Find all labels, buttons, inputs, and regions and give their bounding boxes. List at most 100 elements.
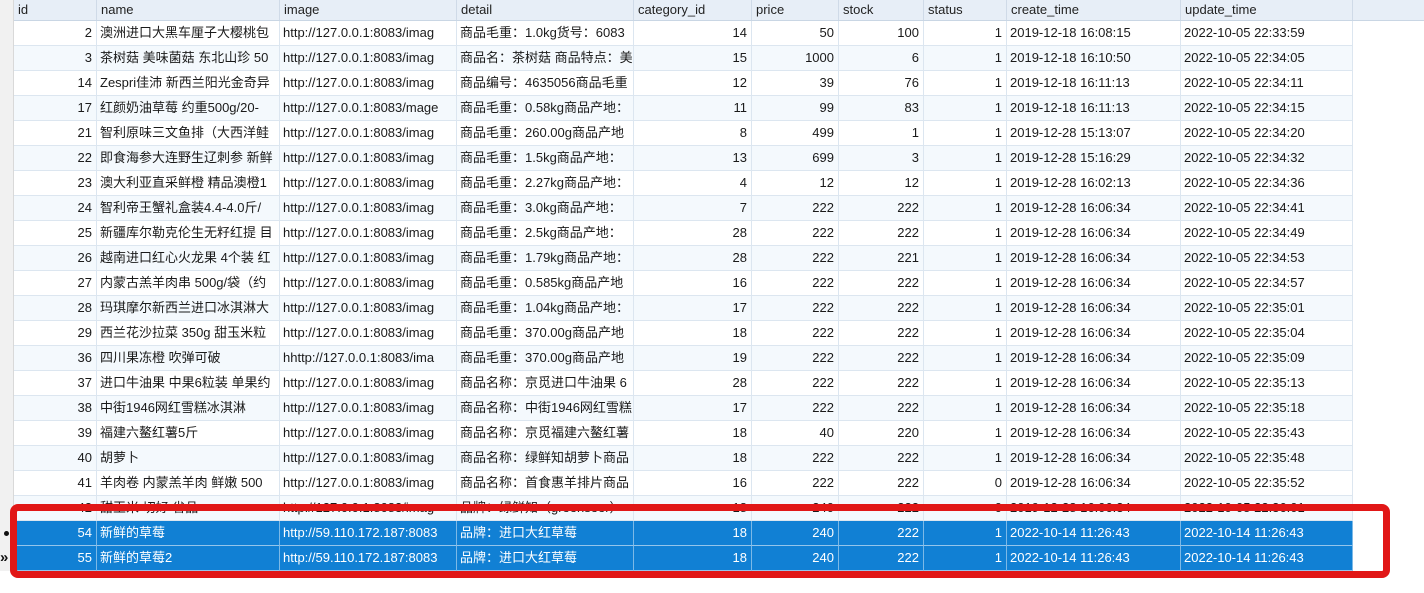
cell-name[interactable]: 越南进口红心火龙果 4个装 红 bbox=[97, 246, 280, 271]
table-body[interactable]: 2 澳洲进口大黑车厘子大樱桃包 http://127.0.0.1:8083/imag… bbox=[14, 21, 1353, 571]
cell-status[interactable]: 1 bbox=[924, 371, 1007, 396]
row-gutter[interactable]: » bbox=[0, 0, 14, 571]
cell-image[interactable]: http://127.0.0.1:8083/imag bbox=[280, 271, 457, 296]
table-row[interactable]: 2 澳洲进口大黑车厘子大樱桃包 http://127.0.0.1:8083/imag… bbox=[14, 21, 1353, 46]
cell-price[interactable]: 1000 bbox=[752, 46, 839, 71]
cell-category_id[interactable]: 28 bbox=[634, 246, 752, 271]
cell-category_id[interactable]: 13 bbox=[634, 146, 752, 171]
cell-stock[interactable]: 222 bbox=[839, 471, 924, 496]
cell-update_time[interactable]: 2022-10-05 22:36:01 bbox=[1181, 496, 1353, 521]
cell-name[interactable]: 澳大利亚直采鲜橙 精品澳橙1 bbox=[97, 171, 280, 196]
cell-detail[interactable]: 商品名称：京觅福建六鳌红薯 bbox=[457, 421, 634, 446]
cell-stock[interactable]: 222 bbox=[839, 446, 924, 471]
cell-update_time[interactable]: 2022-10-05 22:35:09 bbox=[1181, 346, 1353, 371]
cell-status[interactable]: 1 bbox=[924, 521, 1007, 546]
table-row[interactable]: 39 福建六鳌红薯5斤 http://127.0.0.1:8083/imag 商品名称… bbox=[14, 421, 1353, 446]
table-row-selected[interactable]: 55 新鲜的草莓2 http://59.110.172.187:8083 品牌：进口大… bbox=[14, 546, 1353, 571]
cell-detail[interactable]: 商品毛重：1.5kg商品产地： bbox=[457, 146, 634, 171]
cell-price[interactable]: 240 bbox=[752, 521, 839, 546]
cell-category_id[interactable]: 17 bbox=[634, 296, 752, 321]
cell-detail[interactable]: 商品名称：京觅进口牛油果 6 bbox=[457, 371, 634, 396]
column-header-update_time[interactable]: update_time bbox=[1181, 0, 1353, 20]
cell-image[interactable]: http://59.110.172.187:8083 bbox=[280, 521, 457, 546]
cell-name[interactable]: 新鲜的草莓2 bbox=[97, 546, 280, 571]
cell-name[interactable]: 西兰花沙拉菜 350g 甜玉米粒 bbox=[97, 321, 280, 346]
cell-status[interactable]: 1 bbox=[924, 446, 1007, 471]
cell-status[interactable]: 1 bbox=[924, 96, 1007, 121]
cell-category_id[interactable]: 4 bbox=[634, 171, 752, 196]
cell-detail[interactable]: 商品毛重：370.00g商品产地 bbox=[457, 346, 634, 371]
column-header-create_time[interactable]: create_time bbox=[1007, 0, 1181, 20]
cell-id[interactable]: 37 bbox=[14, 371, 97, 396]
cell-stock[interactable]: 83 bbox=[839, 96, 924, 121]
cell-stock[interactable]: 6 bbox=[839, 46, 924, 71]
cell-id[interactable]: 23 bbox=[14, 171, 97, 196]
cell-id[interactable]: 36 bbox=[14, 346, 97, 371]
cell-category_id[interactable]: 11 bbox=[634, 96, 752, 121]
cell-status[interactable]: 1 bbox=[924, 271, 1007, 296]
cell-status[interactable]: 1 bbox=[924, 546, 1007, 571]
cell-create_time[interactable]: 2019-12-28 16:02:13 bbox=[1007, 171, 1181, 196]
cell-category_id[interactable]: 8 bbox=[634, 121, 752, 146]
column-header-price[interactable]: price bbox=[752, 0, 839, 20]
table-row[interactable]: 3 茶树菇 美味菌菇 东北山珍 50 http://127.0.0.1:8083/i… bbox=[14, 46, 1353, 71]
cell-image[interactable]: hhttp://127.0.0.1:8083/ima bbox=[280, 346, 457, 371]
table-row[interactable]: 26 越南进口红心火龙果 4个装 红 http://127.0.0.1:8083/i… bbox=[14, 246, 1353, 271]
cell-price[interactable]: 222 bbox=[752, 196, 839, 221]
cell-image[interactable]: http://127.0.0.1:8083/imag bbox=[280, 421, 457, 446]
table-row[interactable]: 40 胡萝卜 http://127.0.0.1:8083/imag 商品名称：绿鲜知胡… bbox=[14, 446, 1353, 471]
cell-id[interactable]: 2 bbox=[14, 21, 97, 46]
cell-image[interactable]: http://127.0.0.1:8083/imag bbox=[280, 46, 457, 71]
cell-price[interactable]: 40 bbox=[752, 421, 839, 446]
cell-category_id[interactable]: 18 bbox=[634, 496, 752, 521]
cell-status[interactable]: 1 bbox=[924, 296, 1007, 321]
cell-create_time[interactable]: 2019-12-28 16:06:34 bbox=[1007, 221, 1181, 246]
cell-detail[interactable]: 品牌：进口大红草莓 bbox=[457, 546, 634, 571]
cell-status[interactable]: 0 bbox=[924, 471, 1007, 496]
cell-name[interactable]: 澳洲进口大黑车厘子大樱桃包 bbox=[97, 21, 280, 46]
cell-stock[interactable]: 222 bbox=[839, 346, 924, 371]
cell-category_id[interactable]: 28 bbox=[634, 371, 752, 396]
cell-update_time[interactable]: 2022-10-05 22:34:20 bbox=[1181, 121, 1353, 146]
cell-price[interactable]: 99 bbox=[752, 96, 839, 121]
cell-stock[interactable]: 76 bbox=[839, 71, 924, 96]
table-row[interactable]: 24 智利帝王蟹礼盒装4.4-4.0斤/http://127.0.0.1:8083… bbox=[14, 196, 1353, 221]
cell-status[interactable]: 1 bbox=[924, 396, 1007, 421]
cell-detail[interactable]: 商品毛重：370.00g商品产地 bbox=[457, 321, 634, 346]
cell-name[interactable]: 福建六鳌红薯5斤 bbox=[97, 421, 280, 446]
cell-id[interactable]: 14 bbox=[14, 71, 97, 96]
cell-update_time[interactable]: 2022-10-14 11:26:43 bbox=[1181, 546, 1353, 571]
cell-create_time[interactable]: 2019-12-28 16:06:34 bbox=[1007, 471, 1181, 496]
cell-category_id[interactable]: 18 bbox=[634, 521, 752, 546]
cell-price[interactable]: 39 bbox=[752, 71, 839, 96]
cell-detail[interactable]: 商品毛重：1.0kg货号：6083 bbox=[457, 21, 634, 46]
cell-price[interactable]: 222 bbox=[752, 371, 839, 396]
cell-detail[interactable]: 商品名称：首食惠羊排片商品 bbox=[457, 471, 634, 496]
cell-create_time[interactable]: 2019-12-28 15:13:07 bbox=[1007, 121, 1181, 146]
cell-name[interactable]: 内蒙古羔羊肉串 500g/袋（约 bbox=[97, 271, 280, 296]
cell-image[interactable]: http://127.0.0.1:8083/imag bbox=[280, 21, 457, 46]
cell-update_time[interactable]: 2022-10-05 22:34:49 bbox=[1181, 221, 1353, 246]
table-row[interactable]: 27 内蒙古羔羊肉串 500g/袋（约 http://127.0.0.1:8083/… bbox=[14, 271, 1353, 296]
cell-stock[interactable]: 222 bbox=[839, 396, 924, 421]
cell-image[interactable]: http://127.0.0.1:8083/mage bbox=[280, 96, 457, 121]
cell-price[interactable]: 222 bbox=[752, 346, 839, 371]
cell-update_time[interactable]: 2022-10-05 22:35:01 bbox=[1181, 296, 1353, 321]
cell-create_time[interactable]: 2019-12-28 16:06:34 bbox=[1007, 446, 1181, 471]
cell-status[interactable]: 0 bbox=[924, 496, 1007, 521]
column-header-stock[interactable]: stock bbox=[839, 0, 924, 20]
table-row[interactable]: 41 羊肉卷 内蒙羔羊肉 鲜嫩 500 http://127.0.0.1:8083/… bbox=[14, 471, 1353, 496]
cell-update_time[interactable]: 2022-10-05 22:35:18 bbox=[1181, 396, 1353, 421]
cell-detail[interactable]: 商品毛重：1.04kg商品产地： bbox=[457, 296, 634, 321]
cell-image[interactable]: http://127.0.0.1:8083/imag bbox=[280, 246, 457, 271]
cell-image[interactable]: http://127.0.0.1:8083/imag bbox=[280, 371, 457, 396]
cell-price[interactable]: 222 bbox=[752, 396, 839, 421]
cell-category_id[interactable]: 28 bbox=[634, 221, 752, 246]
cell-stock[interactable]: 222 bbox=[839, 221, 924, 246]
cell-update_time[interactable]: 2022-10-05 22:33:59 bbox=[1181, 21, 1353, 46]
cell-id[interactable]: 26 bbox=[14, 246, 97, 271]
cell-update_time[interactable]: 2022-10-05 22:34:36 bbox=[1181, 171, 1353, 196]
cell-create_time[interactable]: 2019-12-28 15:16:29 bbox=[1007, 146, 1181, 171]
cell-status[interactable]: 1 bbox=[924, 21, 1007, 46]
cell-detail[interactable]: 商品毛重：260.00g商品产地 bbox=[457, 121, 634, 146]
